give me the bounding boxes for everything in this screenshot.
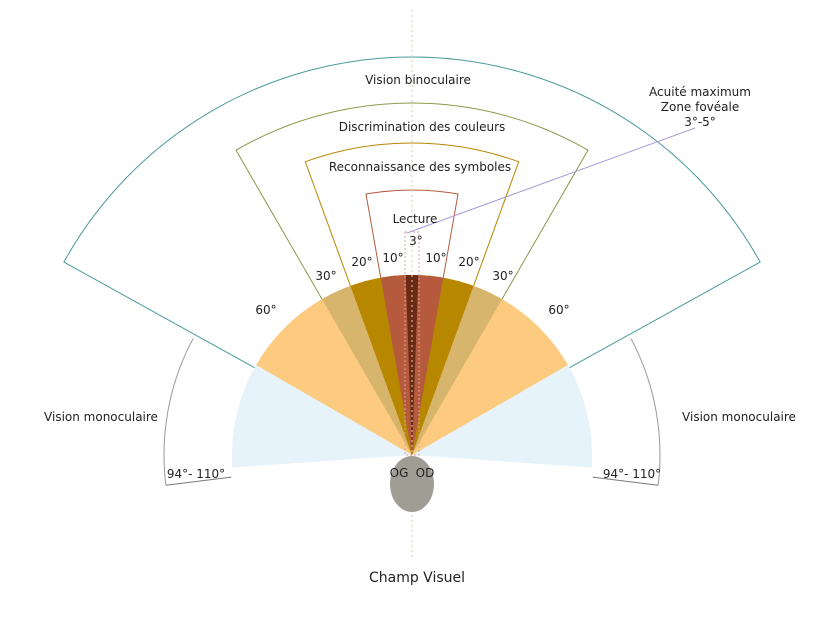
symbol-recognition-outline: [304, 142, 520, 287]
angle-60-left: 60°: [255, 303, 276, 317]
monocular-edge-left: [165, 476, 232, 486]
diagram-title: Champ Visuel: [369, 570, 465, 586]
label-right-eye: OD: [416, 466, 435, 480]
angle-30-left: 30°: [315, 269, 336, 283]
color-discrimination-outline: [235, 102, 589, 300]
head-shape: [390, 456, 434, 512]
angle-10-right: 10°: [425, 251, 446, 265]
angle-30-right: 30°: [492, 269, 513, 283]
label-left-eye: OG: [390, 466, 409, 480]
angle-10-left: 10°: [382, 251, 403, 265]
label-acuity-2: Zone fovéale: [661, 100, 740, 114]
label-binocular: Vision binoculaire: [365, 73, 471, 87]
label-range-right: 94°- 110°: [603, 467, 661, 481]
label-colors: Discrimination des couleurs: [339, 120, 506, 134]
label-acuity-3: 3°-5°: [684, 115, 716, 129]
acuity-leader-line: [406, 127, 696, 234]
label-symbols: Reconnaissance des symboles: [329, 160, 511, 174]
label-monocular-left: Vision monoculaire: [44, 410, 158, 424]
angle-60-right: 60°: [548, 303, 569, 317]
monocular-edge-right: [592, 476, 659, 486]
label-acuity-1: Acuité maximum: [649, 85, 751, 99]
monocular-arc-left: [163, 338, 194, 486]
monocular-arc-right: [630, 338, 661, 486]
angle-20-left: 20°: [351, 255, 372, 269]
label-range-left: 94°- 110°: [167, 467, 225, 481]
label-monocular-right: Vision monoculaire: [682, 410, 796, 424]
label-reading: Lecture: [393, 212, 438, 226]
angle-20-right: 20°: [458, 255, 479, 269]
foveal-zone-marker: [404, 231, 420, 456]
binocular-outline: [63, 56, 761, 369]
angle-3: 3°: [409, 234, 423, 248]
